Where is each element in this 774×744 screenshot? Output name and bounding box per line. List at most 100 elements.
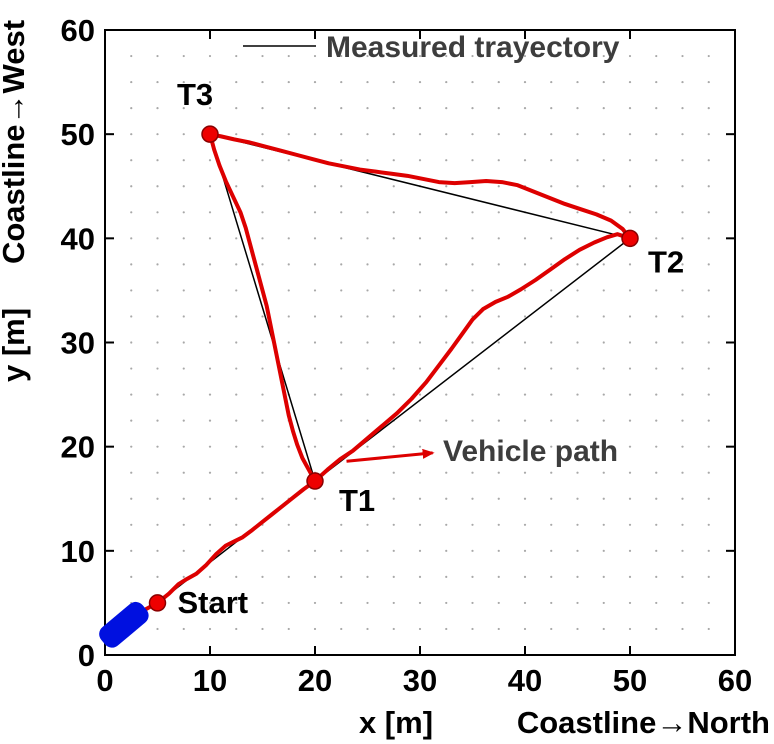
grid-dot	[130, 80, 133, 84]
grid-dot	[471, 263, 474, 266]
grid-dot	[156, 133, 159, 136]
waypoint-marker-t2	[621, 229, 639, 248]
grid-dot	[655, 419, 658, 422]
grid-dot	[313, 549, 317, 552]
grid-dot	[550, 419, 553, 422]
grid-dot	[392, 627, 395, 631]
grid-dot	[655, 523, 658, 526]
grid-dot	[471, 107, 474, 110]
grid-dot	[208, 523, 212, 526]
grid-dot	[392, 393, 395, 396]
grid-dot	[523, 263, 527, 266]
grid-dot	[497, 471, 500, 474]
grid-dot	[208, 497, 212, 500]
grid-dot	[707, 54, 710, 58]
vehicle-path-arrow	[346, 448, 435, 463]
grid-dot	[550, 107, 553, 110]
grid-dot	[340, 80, 343, 84]
grid-dot	[366, 497, 369, 500]
grid-dot	[130, 289, 133, 292]
grid-dot	[576, 601, 579, 605]
grid-dot	[471, 367, 474, 370]
grid-dot	[681, 497, 684, 500]
grid-dot	[235, 237, 238, 240]
grid-dot	[340, 523, 343, 526]
grid-dot	[287, 627, 290, 631]
grid-dot	[681, 393, 684, 396]
grid-dot	[392, 185, 395, 188]
grid-dot	[392, 107, 395, 110]
waypoint-marker-t1	[306, 472, 324, 490]
grid-dot	[340, 367, 343, 370]
grid-dot	[523, 523, 527, 526]
grid-dot	[707, 185, 710, 188]
grid-dot	[471, 575, 474, 578]
grid-dots	[130, 54, 710, 631]
grid-dot	[156, 315, 159, 318]
grid-dot	[261, 237, 264, 240]
grid-dot	[655, 133, 658, 136]
grid-dot	[235, 211, 238, 214]
grid-dot	[235, 419, 238, 422]
grid-dot	[340, 133, 343, 136]
grid-dot	[523, 289, 527, 292]
grid-dot	[497, 367, 500, 370]
grid-dot	[628, 367, 632, 370]
grid-dot	[523, 549, 527, 552]
grid-dot	[445, 263, 448, 266]
grid-dot	[471, 237, 474, 240]
grid-dot	[261, 315, 264, 318]
grid-dot	[550, 497, 553, 500]
grid-dot	[366, 341, 369, 344]
grid-dot	[208, 107, 212, 110]
grid-dot	[550, 523, 553, 526]
grid-dot	[130, 367, 133, 370]
grid-dot	[208, 315, 212, 318]
grid-dot	[628, 627, 632, 631]
grid-dot	[392, 575, 395, 578]
grid-dot	[471, 159, 474, 162]
grid-dot	[235, 549, 238, 552]
grid-dot	[366, 159, 369, 162]
grid-dot	[287, 341, 290, 344]
grid-dot	[287, 549, 290, 552]
grid-dot	[576, 107, 579, 110]
grid-dot	[707, 419, 710, 422]
grid-dot	[628, 80, 632, 84]
grid-dot	[418, 497, 422, 500]
grid-dot	[707, 263, 710, 266]
grid-dot	[497, 575, 500, 578]
grid-dot	[313, 289, 317, 292]
grid-dot	[576, 497, 579, 500]
grid-dot	[550, 237, 553, 240]
grid-dot	[261, 211, 264, 214]
grid-dot	[707, 315, 710, 318]
grid-dot	[497, 159, 500, 162]
grid-dot	[208, 419, 212, 422]
x-tick-label: 50	[613, 663, 647, 698]
grid-dot	[182, 159, 185, 162]
grid-dot	[576, 341, 579, 344]
grid-dot	[156, 107, 159, 110]
grid-dot	[156, 263, 159, 266]
waypoint-label-t1: T1	[339, 483, 375, 518]
grid-dot	[681, 341, 684, 344]
grid-dot	[471, 211, 474, 214]
grid-dot	[497, 133, 500, 136]
waypoint-label-t2: T2	[648, 244, 684, 279]
grid-dot	[340, 211, 343, 214]
grid-dot	[156, 549, 159, 552]
grid-dot	[340, 237, 343, 240]
grid-dot	[550, 575, 553, 578]
grid-dot	[576, 237, 579, 240]
grid-dot	[602, 601, 605, 605]
grid-dot	[707, 393, 710, 396]
grid-dot	[471, 497, 474, 500]
grid-dot	[576, 367, 579, 370]
grid-dot	[261, 80, 264, 84]
grid-dot	[261, 341, 264, 344]
grid-dot	[707, 159, 710, 162]
grid-dot	[681, 54, 684, 58]
grid-dot	[287, 211, 290, 214]
